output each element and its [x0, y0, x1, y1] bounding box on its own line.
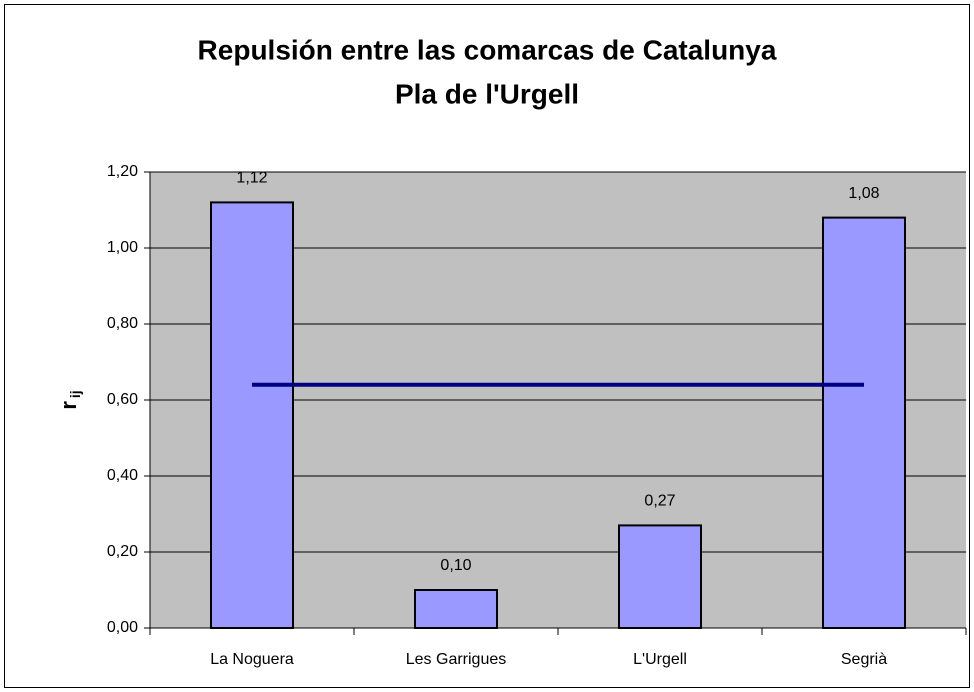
chart-subtitle: Pla de l'Urgell — [395, 78, 579, 109]
value-label: 0,10 — [440, 557, 471, 574]
y-tick-label: 0,60 — [107, 391, 138, 408]
y-tick-label: 0,00 — [107, 619, 138, 636]
x-tick-label: Segrià — [841, 651, 887, 668]
y-tick-label: 0,20 — [107, 543, 138, 560]
bar — [210, 201, 294, 629]
y-tick-label: 0,40 — [107, 467, 138, 484]
value-label: 1,08 — [848, 185, 879, 202]
value-label: 1,12 — [236, 170, 267, 187]
chart-title: Repulsión entre las comarcas de Cataluny… — [198, 34, 777, 65]
y-label-sub: ij — [67, 390, 83, 398]
x-tick-label: L'Urgell — [633, 651, 687, 668]
y-tick-label: 1,20 — [107, 163, 138, 180]
bar — [822, 216, 906, 629]
bar — [618, 524, 702, 630]
y-label-main: r — [56, 401, 81, 410]
bar — [414, 589, 498, 629]
value-label: 0,27 — [644, 493, 675, 510]
y-axis-label: r ij — [56, 390, 83, 409]
x-tick-label: Les Garrigues — [406, 651, 507, 668]
y-tick-label: 1,00 — [107, 239, 138, 256]
x-tick-label: La Noguera — [210, 651, 294, 668]
y-tick-label: 0,80 — [107, 315, 138, 332]
